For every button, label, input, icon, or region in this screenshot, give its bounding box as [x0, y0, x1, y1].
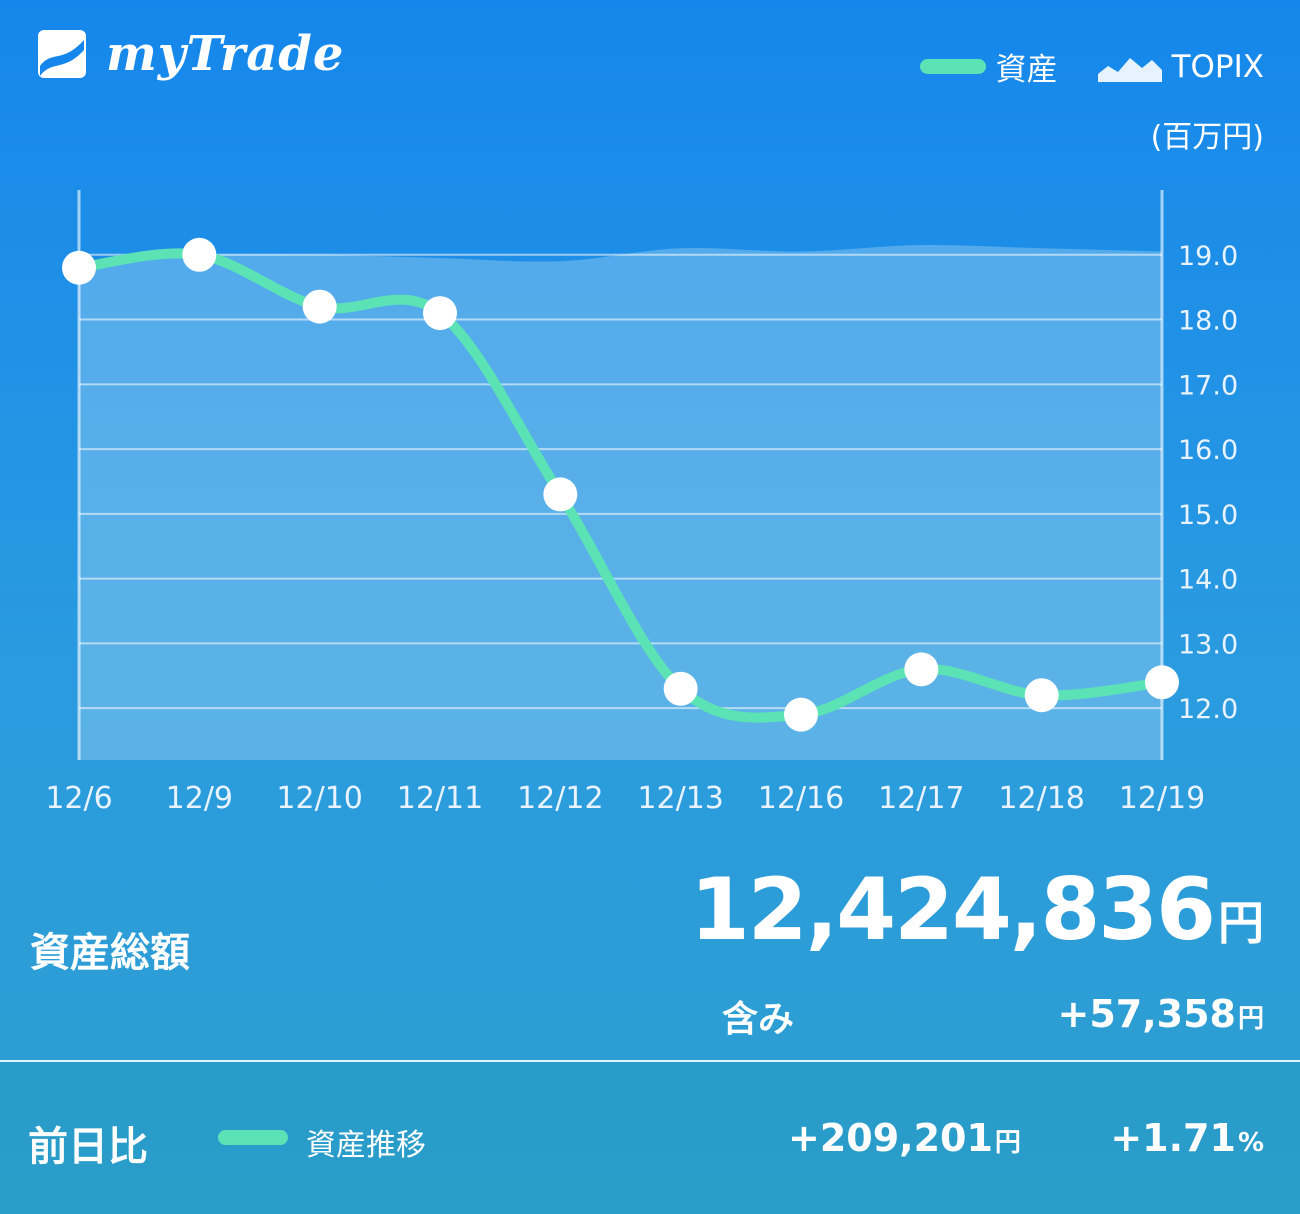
y-tick-label: 15.0 [1178, 500, 1238, 531]
prev-day-amount-unit: 円 [994, 1128, 1021, 1158]
total-assets-unit: 円 [1218, 896, 1264, 950]
total-assets-amount: 12,424,836 [689, 860, 1216, 960]
chart-legend: 資産 TOPIX [919, 44, 1264, 89]
prev-day-amount-value: +209,201 [788, 1116, 993, 1160]
unrealized-label: 含み [722, 999, 795, 1040]
prev-day-percent: +1.71 % [1110, 1116, 1264, 1160]
total-assets-value: 12,424,836 円 [690, 860, 1264, 960]
app-logo: myTrade [36, 26, 344, 82]
trend-line-swatch [218, 1130, 288, 1145]
asset-point [62, 250, 96, 285]
x-tick-label: 12/12 [517, 781, 603, 816]
y-tick-label: 19.0 [1178, 241, 1238, 272]
asset-line [74, 248, 1167, 723]
legend-asset-label: 資産 [995, 52, 1058, 88]
asset-trend-label[interactable]: 資産推移 [306, 1128, 426, 1163]
y-tick-label: 17.0 [1178, 370, 1238, 401]
asset-chart: 19.0 18.0 17.0 16.0 15.0 14.0 13.0 12.0 12/6 12/9… [45, 190, 1238, 816]
topix-area [79, 244, 1162, 761]
trend-logo-icon [38, 30, 86, 78]
x-tick-label: 12/18 [998, 781, 1084, 816]
y-tick-label: 14.0 [1178, 565, 1238, 596]
mountain-area-icon [1097, 57, 1162, 82]
asset-line-swatch [919, 59, 986, 74]
unrealized-value: +57,358 円 [1058, 992, 1265, 1036]
prev-day-label: 前日比 [28, 1124, 148, 1170]
asset-point [423, 296, 457, 331]
asset-point [302, 289, 337, 324]
asset-point [904, 652, 939, 687]
asset-point [182, 237, 217, 272]
prev-day-amount: +209,201 円 [788, 1116, 1021, 1160]
y-tick-label: 12.0 [1178, 694, 1238, 725]
x-tick-label: 12/17 [878, 781, 964, 816]
x-tick-label: 12/10 [276, 781, 362, 816]
asset-point [1024, 678, 1059, 713]
y-axis-unit: (百万円) [1150, 120, 1264, 155]
unrealized-amount: +57,358 [1057, 992, 1236, 1036]
x-tick-label: 12/11 [397, 781, 483, 816]
y-tick-label: 16.0 [1178, 435, 1238, 466]
x-tick-label: 12/9 [166, 781, 233, 816]
section-divider [0, 1060, 1300, 1062]
y-tick-label: 18.0 [1178, 306, 1238, 337]
x-tick-label: 12/16 [758, 781, 844, 816]
prev-day-percent-unit: % [1237, 1128, 1264, 1158]
y-tick-label: 13.0 [1178, 629, 1238, 660]
legend-topix-label: TOPIX [1171, 48, 1264, 85]
asset-point [663, 671, 698, 706]
asset-point [1145, 665, 1179, 700]
asset-point [784, 697, 818, 732]
x-tick-label: 12/19 [1119, 781, 1205, 816]
app-name: myTrade [106, 26, 345, 82]
x-tick-label: 12/13 [637, 781, 723, 816]
total-assets-label: 資産総額 [30, 930, 190, 976]
asset-point [543, 477, 578, 512]
footer-panel [0, 1062, 1300, 1214]
prev-day-percent-value: +1.71 [1110, 1116, 1236, 1160]
unrealized-unit: 円 [1237, 1004, 1264, 1034]
x-tick-label: 12/6 [45, 781, 112, 816]
